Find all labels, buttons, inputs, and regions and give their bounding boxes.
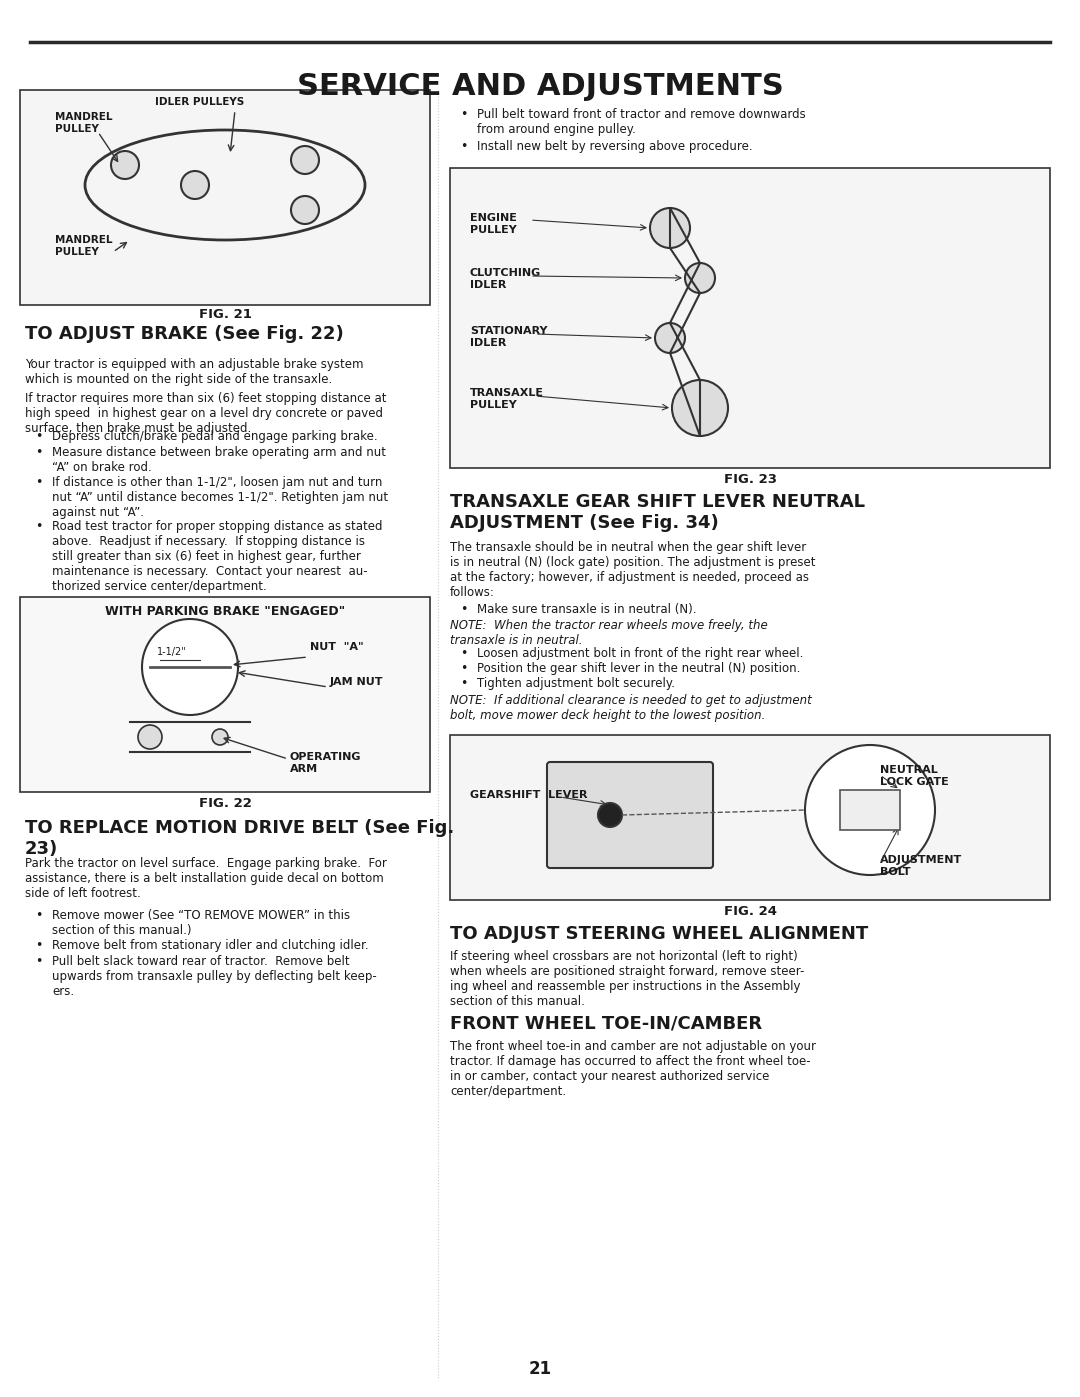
Text: Remove belt from stationary idler and clutching idler.: Remove belt from stationary idler and cl…	[52, 939, 368, 951]
Text: Park the tractor on level surface.  Engage parking brake.  For
assistance, there: Park the tractor on level surface. Engag…	[25, 856, 387, 900]
Text: TO ADJUST STEERING WHEEL ALIGNMENT: TO ADJUST STEERING WHEEL ALIGNMENT	[450, 925, 868, 943]
Text: WITH PARKING BRAKE "ENGAGED": WITH PARKING BRAKE "ENGAGED"	[105, 605, 346, 617]
Circle shape	[138, 725, 162, 749]
Text: FIG. 23: FIG. 23	[724, 474, 777, 486]
Text: SERVICE AND ADJUSTMENTS: SERVICE AND ADJUSTMENTS	[297, 73, 783, 101]
Text: •: •	[460, 108, 468, 122]
Text: NOTE:  When the tractor rear wheels move freely, the
transaxle is in neutral.: NOTE: When the tractor rear wheels move …	[450, 619, 768, 647]
Text: NOTE:  If additional clearance is needed to get to adjustment
bolt, move mower d: NOTE: If additional clearance is needed …	[450, 694, 812, 722]
Text: Measure distance between brake operating arm and nut
“A” on brake rod.: Measure distance between brake operating…	[52, 446, 386, 474]
FancyBboxPatch shape	[546, 761, 713, 868]
Text: TRANSAXLE
PULLEY: TRANSAXLE PULLEY	[470, 388, 544, 409]
Text: OPERATING
ARM: OPERATING ARM	[291, 752, 362, 774]
Text: NUT  "A": NUT "A"	[310, 643, 364, 652]
Text: CLUTCHING
IDLER: CLUTCHING IDLER	[470, 268, 541, 289]
Text: •: •	[35, 520, 42, 534]
Text: FIG. 24: FIG. 24	[724, 905, 777, 918]
Text: Pull belt slack toward rear of tractor.  Remove belt
upwards from transaxle pull: Pull belt slack toward rear of tractor. …	[52, 956, 377, 997]
Text: STATIONARY
IDLER: STATIONARY IDLER	[470, 326, 548, 348]
Text: If distance is other than 1-1/2", loosen jam nut and turn
nut “A” until distance: If distance is other than 1-1/2", loosen…	[52, 476, 388, 520]
Text: TO REPLACE MOTION DRIVE BELT (See Fig.
23): TO REPLACE MOTION DRIVE BELT (See Fig. 2…	[25, 819, 455, 858]
Text: JAM NUT: JAM NUT	[330, 678, 383, 687]
Text: •: •	[460, 647, 468, 659]
Text: •: •	[35, 939, 42, 951]
Circle shape	[598, 803, 622, 827]
Text: GEARSHIFT  LEVER: GEARSHIFT LEVER	[470, 789, 588, 800]
Text: •: •	[460, 604, 468, 616]
Bar	[21, 597, 430, 792]
Text: MANDREL
PULLEY: MANDREL PULLEY	[55, 235, 112, 257]
Text: The transaxle should be in neutral when the gear shift lever
is in neutral (N) (: The transaxle should be in neutral when …	[450, 541, 815, 599]
Text: •: •	[460, 678, 468, 690]
Text: IDLER PULLEYS: IDLER PULLEYS	[156, 96, 245, 108]
Text: Loosen adjustment bolt in front of the right rear wheel.: Loosen adjustment bolt in front of the r…	[477, 647, 804, 659]
Circle shape	[805, 745, 935, 875]
Text: The front wheel toe-in and camber are not adjustable on your
tractor. If damage : The front wheel toe-in and camber are no…	[450, 1039, 816, 1098]
Circle shape	[212, 729, 228, 745]
Text: Your tractor is equipped with an adjustable brake system
which is mounted on the: Your tractor is equipped with an adjusta…	[25, 358, 364, 386]
Text: NEUTRAL
LOCK GATE: NEUTRAL LOCK GATE	[880, 766, 948, 787]
Text: •: •	[35, 956, 42, 968]
Bar	[21, 89, 430, 305]
Circle shape	[291, 147, 319, 175]
Text: •: •	[460, 140, 468, 154]
Text: TO ADJUST BRAKE (See Fig. 22): TO ADJUST BRAKE (See Fig. 22)	[25, 326, 343, 344]
Text: Remove mower (See “TO REMOVE MOWER” in this
section of this manual.): Remove mower (See “TO REMOVE MOWER” in t…	[52, 909, 350, 937]
Text: •: •	[35, 446, 42, 460]
Text: FIG. 22: FIG. 22	[199, 798, 252, 810]
Text: MANDREL
PULLEY: MANDREL PULLEY	[55, 112, 112, 134]
Bar	[450, 735, 1050, 900]
Text: Install new belt by reversing above procedure.: Install new belt by reversing above proc…	[477, 140, 753, 154]
Bar	[450, 168, 1050, 468]
Text: ADJUSTMENT
BOLT: ADJUSTMENT BOLT	[880, 855, 962, 876]
Text: Tighten adjustment bolt securely.: Tighten adjustment bolt securely.	[477, 678, 675, 690]
Text: Position the gear shift lever in the neutral (N) position.: Position the gear shift lever in the neu…	[477, 662, 800, 675]
Circle shape	[685, 263, 715, 293]
Text: If tractor requires more than six (6) feet stopping distance at
high speed  in h: If tractor requires more than six (6) fe…	[25, 393, 387, 434]
Bar	[840, 789, 900, 830]
Circle shape	[650, 208, 690, 249]
Text: FRONT WHEEL TOE-IN/CAMBER: FRONT WHEEL TOE-IN/CAMBER	[450, 1016, 762, 1032]
Text: •: •	[35, 430, 42, 443]
Circle shape	[672, 380, 728, 436]
Circle shape	[141, 619, 238, 715]
Text: Pull belt toward front of tractor and remove downwards
from around engine pulley: Pull belt toward front of tractor and re…	[477, 108, 806, 136]
Circle shape	[111, 151, 139, 179]
Circle shape	[654, 323, 685, 353]
Text: TRANSAXLE GEAR SHIFT LEVER NEUTRAL
ADJUSTMENT (See Fig. 34): TRANSAXLE GEAR SHIFT LEVER NEUTRAL ADJUS…	[450, 493, 865, 532]
Text: •: •	[35, 909, 42, 922]
Text: 1-1/2": 1-1/2"	[157, 647, 187, 657]
Text: •: •	[460, 662, 468, 675]
Circle shape	[291, 196, 319, 224]
Text: FIG. 21: FIG. 21	[199, 307, 252, 321]
Text: Depress clutch/brake pedal and engage parking brake.: Depress clutch/brake pedal and engage pa…	[52, 430, 378, 443]
Text: •: •	[35, 476, 42, 489]
Text: Make sure transaxle is in neutral (N).: Make sure transaxle is in neutral (N).	[477, 604, 697, 616]
Text: Road test tractor for proper stopping distance as stated
above.  Readjust if nec: Road test tractor for proper stopping di…	[52, 520, 382, 592]
Text: ENGINE
PULLEY: ENGINE PULLEY	[470, 212, 517, 235]
Text: 21: 21	[528, 1361, 552, 1377]
Circle shape	[181, 170, 210, 198]
Text: If steering wheel crossbars are not horizontal (left to right)
when wheels are p: If steering wheel crossbars are not hori…	[450, 950, 805, 1009]
